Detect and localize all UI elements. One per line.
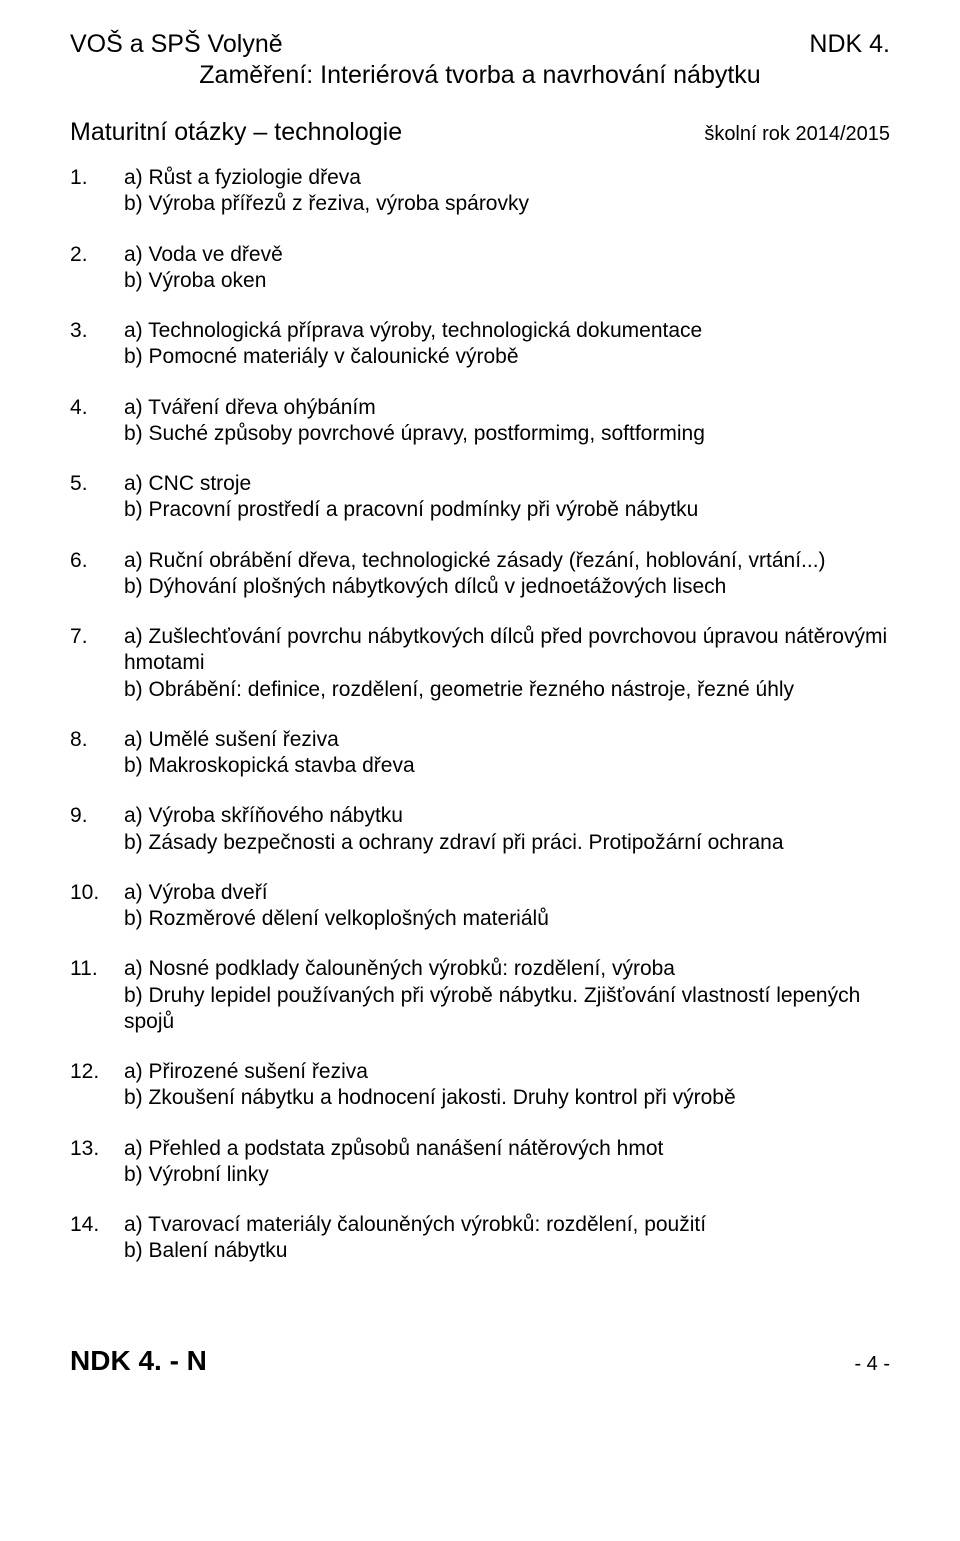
question-part-a: a) Umělé sušení řeziva xyxy=(124,727,890,753)
course-code: NDK 4. xyxy=(809,30,890,59)
question-part-a: a) Nosné podklady čalouněných výrobků: r… xyxy=(124,956,890,982)
question-part-a: a) Výroba skříňového nábytku xyxy=(124,803,890,829)
question-item: a) Umělé sušení řezivab) Makroskopická s… xyxy=(70,727,890,780)
question-item: a) Nosné podklady čalouněných výrobků: r… xyxy=(70,956,890,1035)
school-year: školní rok 2014/2015 xyxy=(704,123,890,146)
question-part-b: b) Pracovní prostředí a pracovní podmínk… xyxy=(124,497,890,523)
question-item: a) CNC strojeb) Pracovní prostředí a pra… xyxy=(70,471,890,524)
footer-row: NDK 4. - N - 4 - xyxy=(70,1345,890,1377)
question-part-a: a) Voda ve dřevě xyxy=(124,242,890,268)
question-item: a) Přirozené sušení řezivab) Zkoušení ná… xyxy=(70,1059,890,1112)
question-item: a) Výroba dveříb) Rozměrové dělení velko… xyxy=(70,880,890,933)
question-part-a: a) Tvarovací materiály čalouněných výrob… xyxy=(124,1212,890,1238)
question-part-b: b) Výrobní linky xyxy=(124,1162,890,1188)
header-row: VOŠ a SPŠ Volyně NDK 4. xyxy=(70,30,890,59)
question-part-b: b) Zkoušení nábytku a hodnocení jakosti.… xyxy=(124,1085,890,1111)
question-part-b: b) Suché způsoby povrchové úpravy, postf… xyxy=(124,421,890,447)
question-item: a) Tváření dřeva ohýbánímb) Suché způsob… xyxy=(70,395,890,448)
question-part-b: b) Obrábění: definice, rozdělení, geomet… xyxy=(124,677,890,703)
question-part-a: a) Ruční obrábění dřeva, technologické z… xyxy=(124,548,890,574)
question-part-b: b) Balení nábytku xyxy=(124,1238,890,1264)
question-part-a: a) Zušlechťování povrchu nábytkových díl… xyxy=(124,624,890,677)
footer-code: NDK 4. - N xyxy=(70,1345,207,1377)
question-part-b: b) Výroba oken xyxy=(124,268,890,294)
question-item: a) Zušlechťování povrchu nábytkových díl… xyxy=(70,624,890,703)
question-part-b: b) Rozměrové dělení velkoplošných materi… xyxy=(124,906,890,932)
question-part-a: a) Tváření dřeva ohýbáním xyxy=(124,395,890,421)
question-item: a) Technologická příprava výroby, techno… xyxy=(70,318,890,371)
question-part-a: a) Výroba dveří xyxy=(124,880,890,906)
question-part-b: b) Výroba přířezů z řeziva, výroba spáro… xyxy=(124,191,890,217)
page-number: - 4 - xyxy=(854,1353,890,1376)
question-item: a) Výroba skříňového nábytkub) Zásady be… xyxy=(70,803,890,856)
question-part-b: b) Zásady bezpečnosti a ochrany zdraví p… xyxy=(124,830,890,856)
question-part-a: a) Přirozené sušení řeziva xyxy=(124,1059,890,1085)
question-part-b: b) Pomocné materiály v čalounické výrobě xyxy=(124,344,890,370)
question-part-a: a) Přehled a podstata způsobů nanášení n… xyxy=(124,1136,890,1162)
question-item: a) Ruční obrábění dřeva, technologické z… xyxy=(70,548,890,601)
question-part-a: a) Růst a fyziologie dřeva xyxy=(124,165,890,191)
question-part-a: a) Technologická příprava výroby, techno… xyxy=(124,318,890,344)
question-item: a) Tvarovací materiály čalouněných výrob… xyxy=(70,1212,890,1265)
question-item: a) Voda ve dřevěb) Výroba oken xyxy=(70,242,890,295)
question-list: a) Růst a fyziologie dřevab) Výroba příř… xyxy=(70,165,890,1265)
question-part-a: a) CNC stroje xyxy=(124,471,890,497)
focus-line: Zaměření: Interiérová tvorba a navrhován… xyxy=(70,61,890,90)
subhead-row: Maturitní otázky – technologie školní ro… xyxy=(70,118,890,147)
question-item: a) Růst a fyziologie dřevab) Výroba příř… xyxy=(70,165,890,218)
subject-title: Maturitní otázky – technologie xyxy=(70,118,402,147)
question-part-b: b) Druhy lepidel používaných při výrobě … xyxy=(124,983,890,1036)
question-part-b: b) Dýhování plošných nábytkových dílců v… xyxy=(124,574,890,600)
school-name: VOŠ a SPŠ Volyně xyxy=(70,30,283,59)
question-part-b: b) Makroskopická stavba dřeva xyxy=(124,753,890,779)
question-item: a) Přehled a podstata způsobů nanášení n… xyxy=(70,1136,890,1189)
